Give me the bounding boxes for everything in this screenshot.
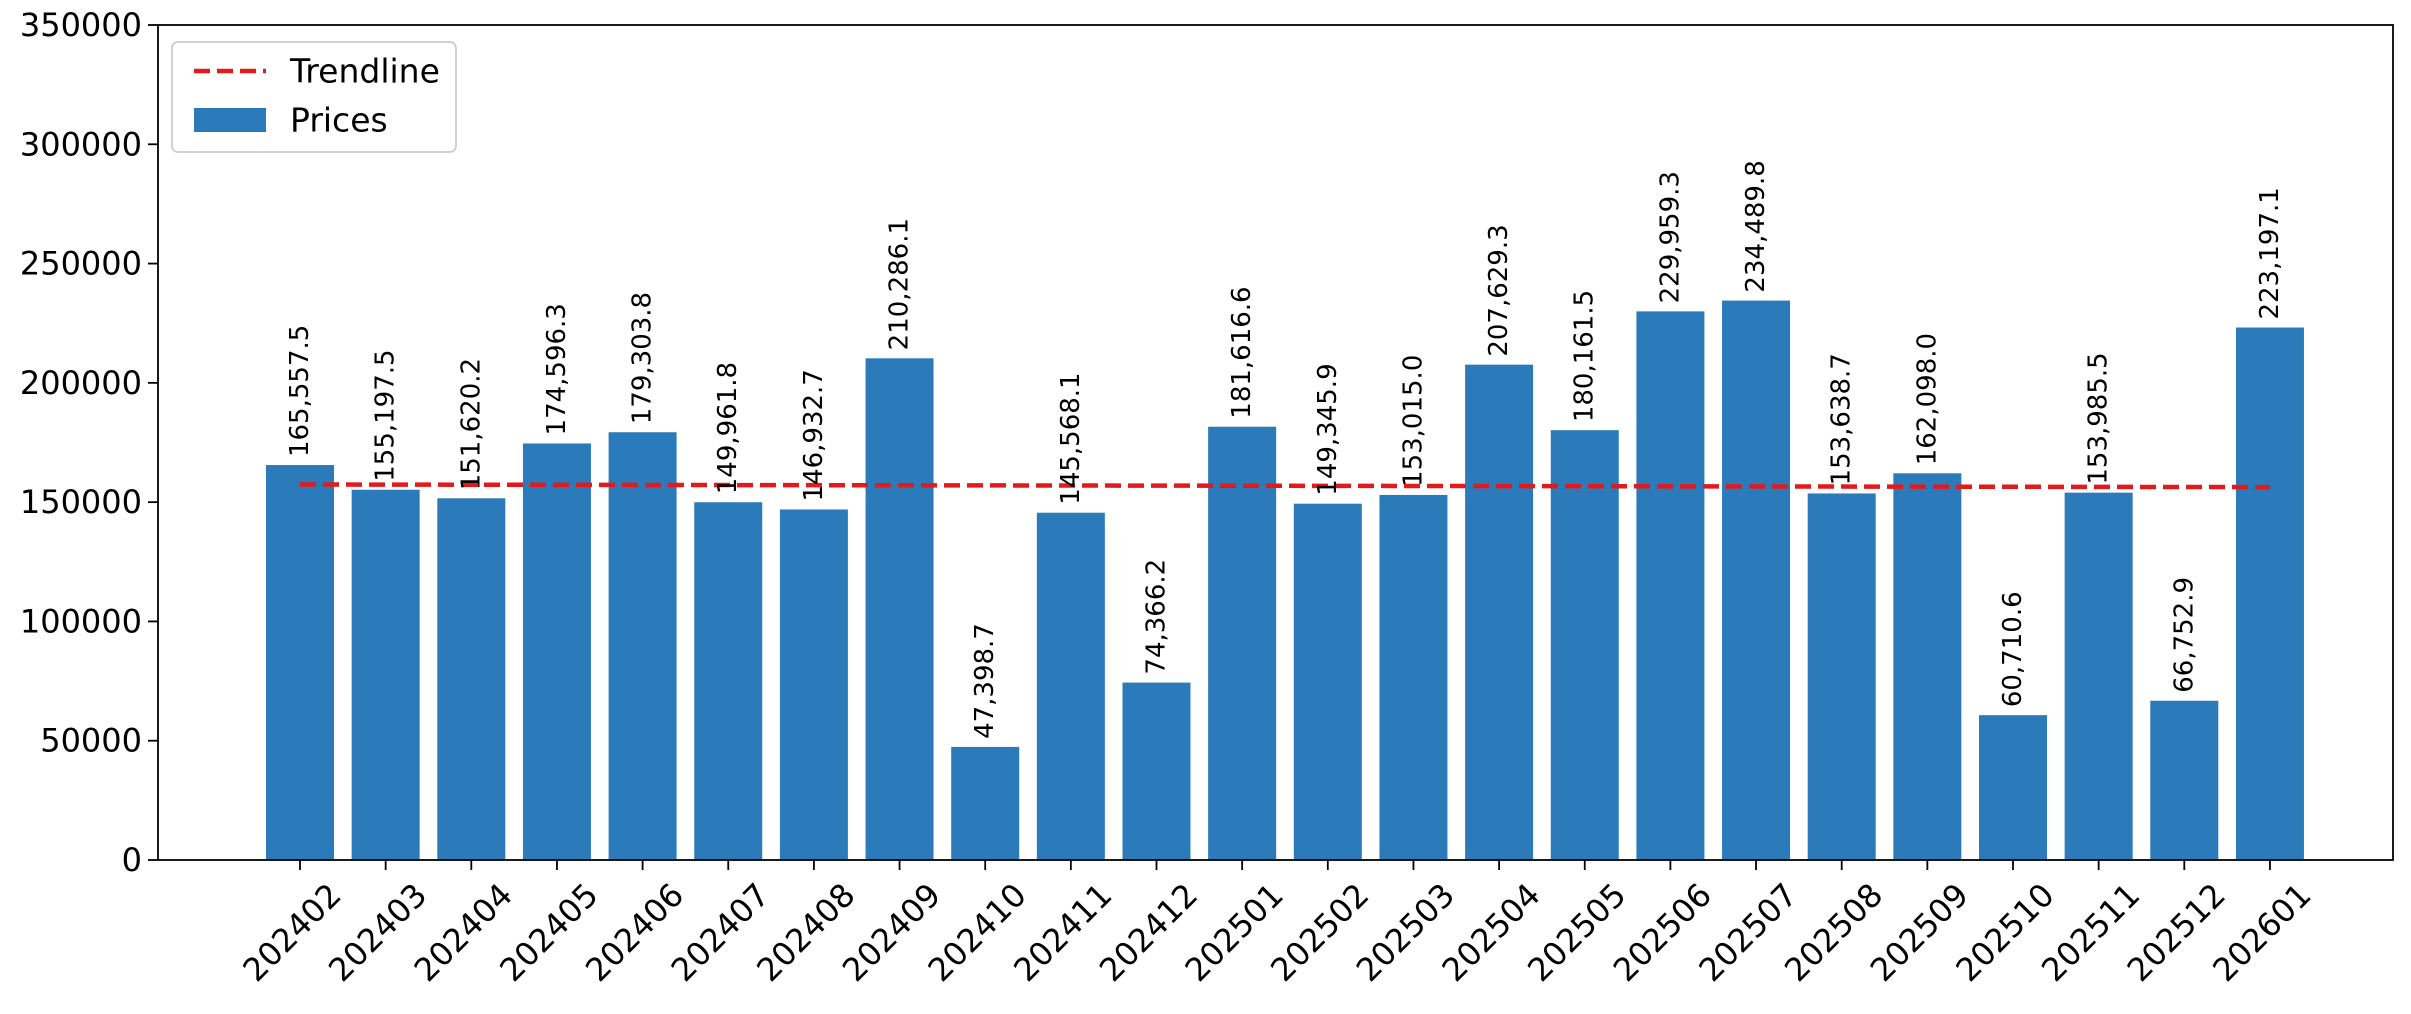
- value-label-202508: 153,638.7: [1827, 353, 1857, 485]
- value-label-202505: 180,161.5: [1570, 290, 1600, 422]
- bar-202410: [951, 746, 1020, 860]
- value-label-202502: 149,345.9: [1313, 363, 1343, 495]
- value-label-202409: 210,286.1: [885, 218, 915, 350]
- bar-202402: [266, 465, 334, 860]
- bar-202502: [1293, 503, 1362, 860]
- value-label-202411: 145,568.1: [1056, 372, 1086, 504]
- value-label-202509: 162,098.0: [1912, 333, 1942, 465]
- bar-202409: [865, 358, 934, 860]
- bars-layer: [266, 300, 2304, 860]
- bar-202509: [1893, 473, 1962, 860]
- bar-202404: [437, 498, 506, 860]
- value-label-202402: 165,557.5: [285, 325, 315, 457]
- bar-202503: [1379, 494, 1448, 860]
- value-label-202410: 47,398.7: [970, 623, 1000, 739]
- legend-trendline-label: Trendline: [289, 52, 440, 91]
- value-label-202511: 153,985.5: [2084, 352, 2114, 484]
- bar-202510: [1979, 715, 2047, 860]
- bar-202407: [694, 502, 763, 860]
- bar-202405: [522, 443, 591, 860]
- value-label-202501: 181,616.6: [1227, 286, 1257, 418]
- x-axis: 2024022024032024042024052024062024072024…: [235, 860, 2319, 989]
- plot-frame: [157, 24, 2394, 861]
- value-label-202407: 149,961.8: [713, 362, 743, 494]
- bar-202507: [1722, 300, 1791, 860]
- y-tick-label: 200000: [20, 364, 142, 402]
- bar-202512: [2150, 700, 2219, 860]
- y-tick-label: 150000: [20, 483, 142, 521]
- legend-prices-label: Prices: [290, 101, 388, 140]
- bar-202511: [2064, 492, 2133, 860]
- y-tick-label: 50000: [40, 722, 142, 760]
- legend-prices-swatch: [194, 108, 266, 132]
- value-label-202507: 234,489.8: [1741, 160, 1771, 292]
- legend: Trendline Prices: [171, 41, 457, 153]
- bar-202411: [1036, 512, 1105, 860]
- value-labels-layer: 165,557.5 155,197.5 151,620.2 174,596.3 179,…: [285, 160, 2285, 739]
- value-label-202601: 223,197.1: [2255, 187, 2285, 319]
- y-tick-label: 250000: [20, 245, 142, 283]
- trendline-layer: [299, 482, 2270, 490]
- y-axis: 0 50000 100000 150000 200000 250000 300000 3500…: [20, 6, 158, 879]
- bar-202501: [1208, 426, 1277, 860]
- bar-202601: [2235, 327, 2304, 860]
- bar-202505: [1550, 430, 1619, 860]
- bar-202504: [1465, 364, 1534, 860]
- value-label-202408: 146,932.7: [799, 369, 829, 501]
- bar-202408: [779, 509, 848, 860]
- bar-202412: [1122, 682, 1191, 860]
- value-label-202503: 153,015.0: [1398, 355, 1428, 487]
- value-label-202405: 174,596.3: [542, 303, 572, 435]
- bar-202508: [1807, 493, 1876, 860]
- bar-202506: [1636, 311, 1705, 860]
- value-label-202504: 207,629.3: [1484, 224, 1514, 356]
- value-label-202406: 179,303.8: [628, 292, 658, 424]
- value-label-202510: 60,710.6: [1998, 591, 2028, 707]
- bar-202406: [608, 432, 677, 860]
- y-tick-label: 300000: [20, 125, 142, 163]
- y-tick-label: 100000: [20, 602, 142, 640]
- value-label-202404: 151,620.2: [456, 358, 486, 490]
- bar-202403: [351, 489, 420, 860]
- value-label-202403: 155,197.5: [371, 349, 401, 481]
- y-tick-label: 350000: [20, 6, 142, 44]
- trendline: [299, 482, 2270, 490]
- value-label-202512: 66,752.9: [2169, 577, 2199, 693]
- value-label-202506: 229,959.3: [1655, 171, 1685, 303]
- y-tick-label: 0: [122, 841, 142, 879]
- value-label-202412: 74,366.2: [1142, 559, 1172, 675]
